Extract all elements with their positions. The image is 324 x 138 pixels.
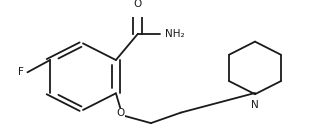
Text: F: F (18, 67, 24, 77)
Text: N: N (251, 100, 259, 110)
Text: NH₂: NH₂ (165, 29, 184, 39)
Text: O: O (134, 0, 142, 9)
Text: O: O (117, 108, 125, 118)
